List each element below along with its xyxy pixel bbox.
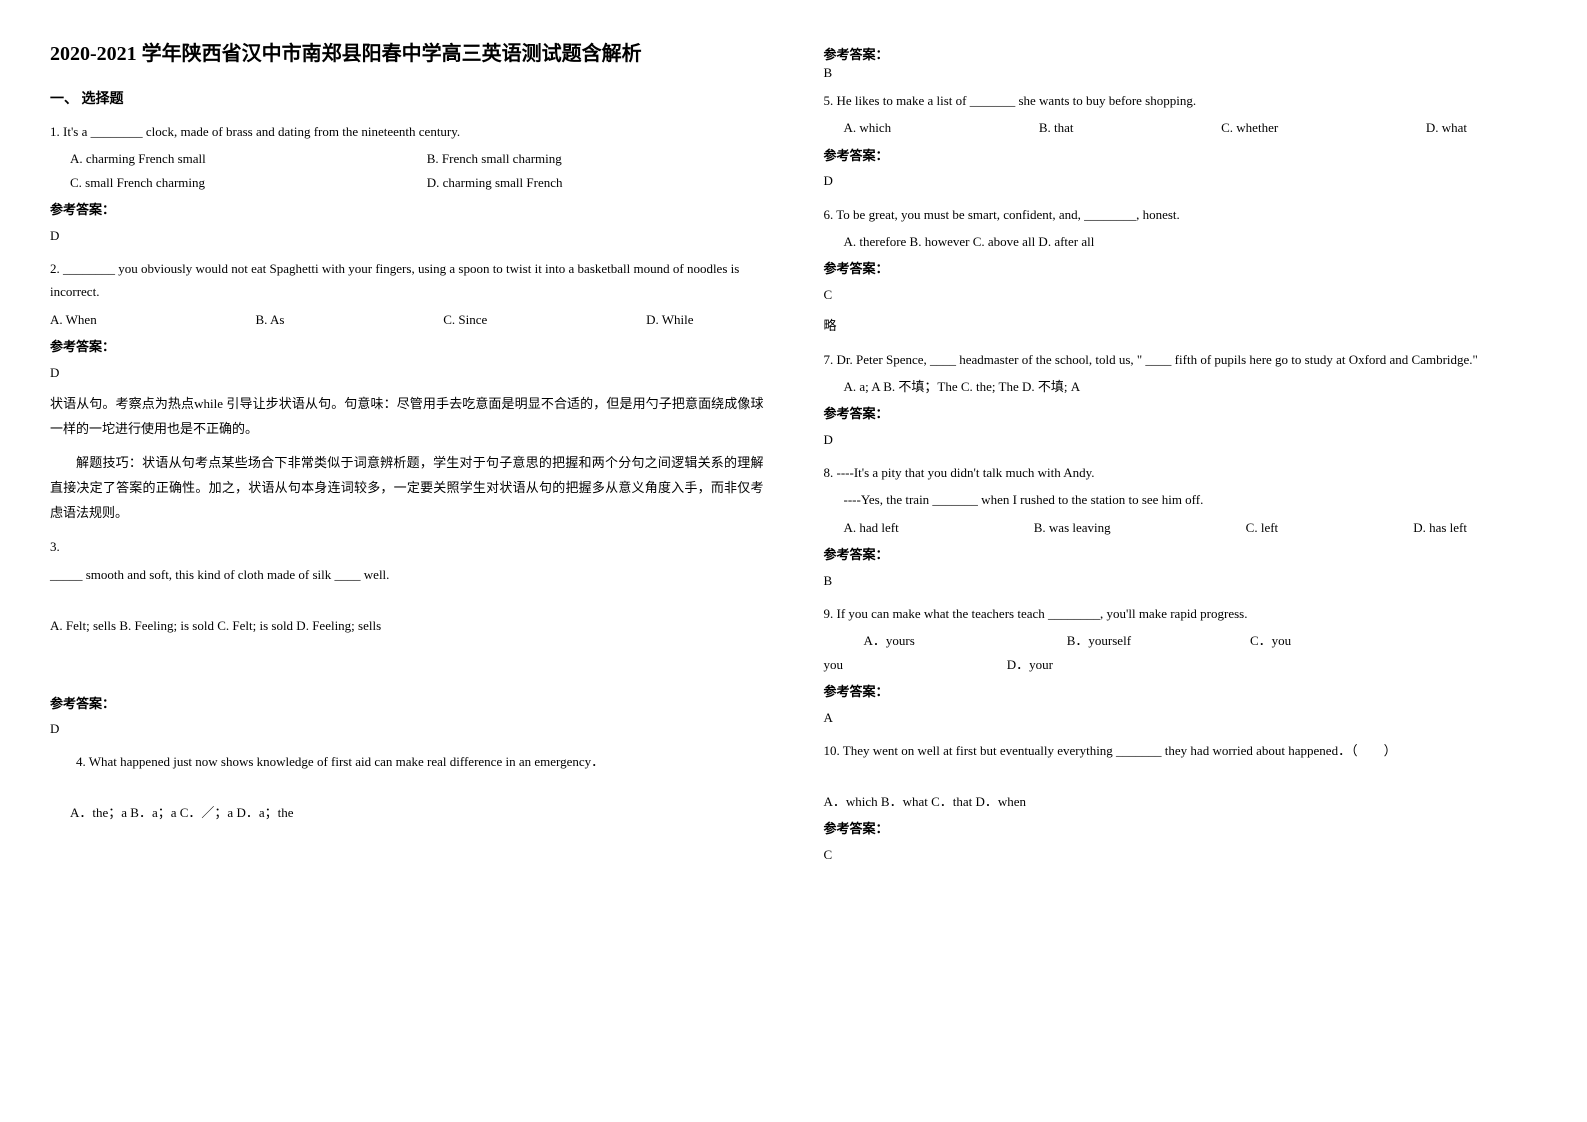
right-column: 参考答案： B 5. He likes to make a list of __… [824, 40, 1538, 876]
question-7: 7. Dr. Peter Spence, ____ headmaster of … [824, 348, 1538, 452]
q7-text: 7. Dr. Peter Spence, ____ headmaster of … [824, 348, 1538, 371]
q1-opt-b: B. French small charming [407, 147, 724, 170]
q6-opts: A. therefore B. however C. above all D. … [824, 230, 1538, 253]
answer-label: 参考答案： [50, 335, 764, 358]
q2-opt-d: D. While [646, 308, 693, 331]
q3-answer: D [50, 717, 764, 740]
q2-text: 2. ________ you obviously would not eat … [50, 257, 764, 304]
question-9: 9. If you can make what the teachers tea… [824, 602, 1538, 729]
answer-label: 参考答案： [824, 817, 1538, 840]
q6-text: 6. To be great, you must be smart, confi… [824, 203, 1538, 226]
q4-opts: A．the；a B．a；a C．／；a D．a；the [50, 801, 764, 824]
q7-opts: A. a; A B. 不填；The C. the; The D. 不填; A [824, 375, 1538, 398]
question-1: 1. It's a ________ clock, made of brass … [50, 120, 764, 247]
q5-opt-b: B. that [1039, 116, 1074, 139]
answer-label: 参考答案： [824, 144, 1538, 167]
q2-opt-c: C. Since [443, 308, 487, 331]
q10-opts: A．which B．what C．that D．when [824, 790, 1538, 813]
answer-label: 参考答案： [824, 44, 1538, 63]
q1-opt-a: A. charming French small [50, 147, 367, 170]
q9-opt-b: B．yourself [1067, 629, 1247, 652]
q8-opt-c: C. left [1246, 516, 1279, 539]
q2-explanation-1: 状语从句。考察点为热点while 引导让步状语从句。句意味：尽管用手去吃意面是明… [50, 392, 764, 441]
q5-opt-d: D. what [1426, 116, 1467, 139]
q2-answer: D [50, 361, 764, 384]
q9-text: 9. If you can make what the teachers tea… [824, 602, 1538, 625]
q5-opt-a: A. which [844, 116, 892, 139]
answer-label: 参考答案： [824, 543, 1538, 566]
q4-text: 4. What happened just now shows knowledg… [50, 750, 764, 773]
answer-label: 参考答案： [50, 198, 764, 221]
q8-opt-d: D. has left [1413, 516, 1467, 539]
q2-opt-b: B. As [256, 308, 285, 331]
q2-opt-a: A. When [50, 308, 97, 331]
q1-text: 1. It's a ________ clock, made of brass … [50, 120, 764, 143]
q5-text: 5. He likes to make a list of _______ sh… [824, 89, 1538, 112]
question-8: 8. ----It's a pity that you didn't talk … [824, 461, 1538, 592]
q6-略: 略 [824, 314, 1538, 337]
q1-answer: D [50, 224, 764, 247]
q5-opt-c: C. whether [1221, 116, 1278, 139]
q3-text: _____ smooth and soft, this kind of clot… [50, 563, 764, 586]
question-3: 3. _____ smooth and soft, this kind of c… [50, 535, 764, 740]
section-heading: 一、 选择题 [50, 88, 764, 108]
answer-label: 参考答案： [824, 257, 1538, 280]
q3-num: 3. [50, 535, 764, 558]
question-4: 4. What happened just now shows knowledg… [50, 750, 764, 824]
q1-opt-d: D. charming small French [407, 171, 724, 194]
q2-explanation-2: 解题技巧：状语从句考点某些场合下非常类似于词意辨析题，学生对于句子意思的把握和两… [50, 451, 764, 525]
q7-answer: D [824, 428, 1538, 451]
document-title: 2020-2021 学年陕西省汉中市南郑县阳春中学高三英语测试题含解析 [50, 40, 764, 68]
question-2: 2. ________ you obviously would not eat … [50, 257, 764, 525]
q6-answer: C [824, 283, 1538, 306]
q8-text1: 8. ----It's a pity that you didn't talk … [824, 461, 1538, 484]
q5-answer: D [824, 169, 1538, 192]
q10-text: 10. They went on well at first but event… [824, 739, 1538, 762]
q9-opt-c: C．you [1250, 629, 1291, 652]
answer-label: 参考答案： [824, 402, 1538, 425]
q8-text2: ----Yes, the train _______ when I rushed… [824, 488, 1538, 511]
question-5: 5. He likes to make a list of _______ sh… [824, 89, 1538, 193]
q9-opt-d: D．your [1007, 657, 1053, 672]
q10-answer: C [824, 843, 1538, 866]
q9-answer: A [824, 706, 1538, 729]
answer-label: 参考答案： [50, 692, 764, 715]
question-6: 6. To be great, you must be smart, confi… [824, 203, 1538, 338]
answer-label: 参考答案： [824, 680, 1538, 703]
q4-answer: B [824, 65, 1538, 81]
left-column: 2020-2021 学年陕西省汉中市南郑县阳春中学高三英语测试题含解析 一、 选… [50, 40, 764, 876]
q3-opts: A. Felt; sells B. Feeling; is sold C. Fe… [50, 614, 764, 637]
q8-answer: B [824, 569, 1538, 592]
question-10: 10. They went on well at first but event… [824, 739, 1538, 866]
q9-opt-a: A．yours [864, 629, 1064, 652]
q8-opt-a: A. had left [844, 516, 899, 539]
q1-opt-c: C. small French charming [50, 171, 367, 194]
q8-opt-b: B. was leaving [1034, 516, 1111, 539]
